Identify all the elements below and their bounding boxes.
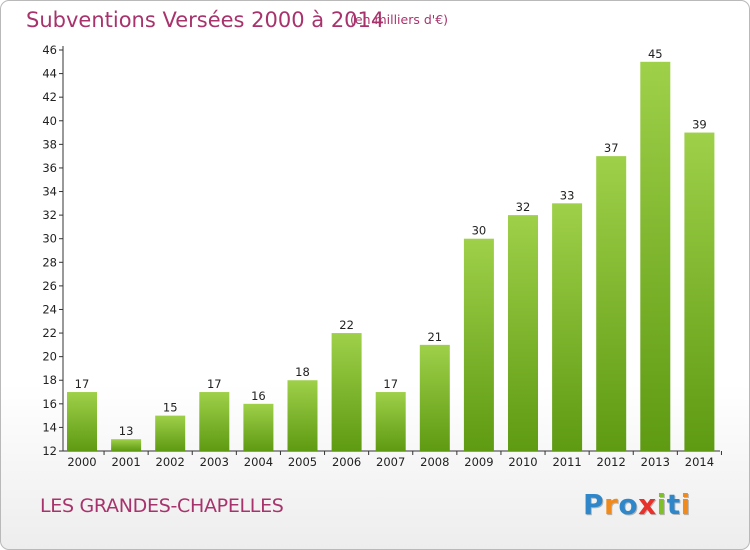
bar-2014	[684, 132, 715, 451]
y-tick-label: 16	[42, 397, 57, 411]
bar-2013	[640, 61, 671, 451]
x-tick-label-2006: 2006	[332, 455, 361, 469]
logo-letter: x	[638, 488, 657, 521]
x-tick-label-2008: 2008	[420, 455, 449, 469]
proxiti-logo[interactable]: Proxiti	[583, 488, 691, 521]
x-tick-label-2014: 2014	[685, 455, 714, 469]
chart-subtitle: (en milliers d'€)	[350, 12, 449, 27]
x-tick-label-2004: 2004	[244, 455, 273, 469]
data-label-2008: 21	[427, 330, 442, 344]
y-tick-label: 30	[42, 232, 57, 246]
x-tick-label-2010: 2010	[508, 455, 537, 469]
y-tick-label: 44	[42, 67, 57, 81]
data-label-2014: 39	[692, 118, 707, 132]
y-tick-label: 46	[42, 43, 57, 57]
data-label-2006: 22	[339, 318, 354, 332]
x-tick-label-2012: 2012	[597, 455, 626, 469]
y-tick-label: 26	[42, 279, 57, 293]
bar-2008	[419, 344, 450, 451]
x-tick-label-2002: 2002	[156, 455, 185, 469]
y-tick-label: 12	[42, 444, 57, 458]
bar-2012	[596, 156, 627, 451]
y-tick-label: 36	[42, 161, 57, 175]
x-tick-label-2005: 2005	[288, 455, 317, 469]
x-tick-label-2001: 2001	[111, 455, 140, 469]
bar-2009	[463, 238, 494, 451]
data-label-2007: 17	[383, 377, 398, 391]
bar-2004	[243, 403, 274, 451]
y-tick-label: 32	[42, 208, 57, 222]
data-label-2003: 17	[207, 377, 222, 391]
x-tick-label-2007: 2007	[376, 455, 405, 469]
logo-letter: P	[583, 488, 605, 521]
y-tick-label: 22	[42, 326, 57, 340]
logo-letter: i	[680, 488, 691, 521]
x-tick-label-2011: 2011	[552, 455, 581, 469]
x-tick-label-2009: 2009	[464, 455, 493, 469]
bar-2000	[67, 392, 97, 451]
bar-2011	[552, 203, 583, 451]
bar-2003	[199, 392, 230, 451]
x-tick-label-2000: 2000	[67, 455, 96, 469]
town-name: LES GRANDES-CHAPELLES	[40, 495, 284, 517]
bar-2005	[287, 380, 318, 451]
bar-2001	[111, 439, 142, 451]
data-label-2011: 33	[560, 188, 575, 202]
data-label-2004: 16	[251, 389, 266, 403]
data-label-2000: 17	[75, 377, 90, 391]
logo-letter: t	[666, 488, 681, 521]
data-label-2013: 45	[648, 47, 663, 61]
bar-2010	[508, 215, 538, 451]
x-tick-label-2003: 2003	[200, 455, 229, 469]
y-tick-label: 42	[42, 90, 57, 104]
logo-letter: i	[656, 488, 667, 521]
chart-title: Subventions Versées 2000 à 2014	[26, 8, 385, 32]
data-label-2010: 32	[516, 200, 531, 214]
y-tick-label: 38	[42, 137, 57, 151]
y-tick-label: 34	[42, 185, 57, 199]
y-tick-label: 14	[42, 420, 57, 434]
data-label-2002: 15	[163, 401, 178, 415]
x-tick-label-2013: 2013	[641, 455, 670, 469]
bar-2002	[155, 415, 186, 451]
logo-letter: r	[604, 488, 619, 521]
data-label-2012: 37	[604, 141, 619, 155]
y-tick-label: 20	[42, 350, 57, 364]
y-tick-label: 24	[42, 302, 57, 316]
y-tick-label: 18	[42, 373, 57, 387]
bar-2007	[375, 392, 406, 451]
y-tick-label: 40	[42, 114, 57, 128]
data-label-2001: 13	[119, 424, 134, 438]
y-tick-label: 28	[42, 255, 57, 269]
logo-letter: o	[618, 488, 639, 521]
data-label-2009: 30	[472, 224, 487, 238]
bar-2006	[331, 333, 362, 451]
data-label-2005: 18	[295, 365, 310, 379]
